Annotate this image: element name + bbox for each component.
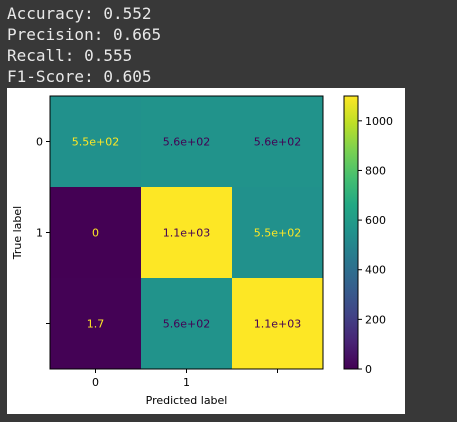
heatmap-cell-1-2 — [232, 187, 323, 278]
cell-value-label-0-0: 5.5e+02 — [72, 136, 119, 149]
colorbar-tick-label: 1000 — [365, 115, 393, 128]
accuracy-text: Accuracy: 0.552 — [7, 4, 152, 23]
heatmap-cell-0-2 — [232, 96, 323, 187]
recall-text: Recall: 0.555 — [7, 46, 133, 65]
colorbar-tick-label: 400 — [365, 264, 386, 277]
cell-value-label-2-0: 1.7 — [87, 318, 105, 331]
heatmap-cell-2-1 — [141, 278, 232, 369]
heatmap-cell-1-1 — [141, 187, 232, 278]
cell-value-label-0-2: 5.6e+02 — [254, 136, 301, 149]
heatmap-cell-2-2 — [232, 278, 323, 369]
cell-value-label-2-1: 5.6e+02 — [163, 318, 210, 331]
heatmap-cell-0-1 — [141, 96, 232, 187]
precision-text: Precision: 0.665 — [7, 25, 162, 44]
confusion-matrix-plot: 5.5e+02 5.6e+02 5.6e+02 0 1.1e+03 5.5e+02 1.7 5… — [11, 95, 393, 407]
y-axis-label: True label — [11, 206, 24, 260]
f1-score-text: F1-Score: 0.605 — [7, 67, 152, 86]
y-tick-label: 0 — [36, 136, 43, 149]
x-axis-label: Predicted label — [146, 394, 228, 407]
cell-value-label-0-1: 5.6e+02 — [163, 136, 210, 149]
heatmap-cell-2-0 — [50, 278, 141, 369]
colorbar-tick-label: 800 — [365, 164, 386, 177]
colorbar-tick-label: 200 — [365, 313, 386, 326]
cell-value-label-1-0: 0 — [92, 227, 99, 240]
cell-value-label-1-1: 1.1e+03 — [163, 227, 210, 240]
confusion-matrix-figure: 5.5e+02 5.6e+02 5.6e+02 0 1.1e+03 5.5e+02 1.7 5… — [7, 88, 405, 414]
colorbar-tick-label: 0 — [365, 363, 372, 376]
cell-value-label-1-2: 5.5e+02 — [254, 227, 301, 240]
cell-value-label-2-2: 1.1e+03 — [254, 318, 301, 331]
x-tick-label: 1 — [183, 376, 190, 389]
colorbar — [343, 95, 359, 370]
heatmap-cell-1-0 — [50, 187, 141, 278]
y-tick-label: 1 — [36, 227, 43, 240]
colorbar-tick-label: 600 — [365, 214, 386, 227]
heatmap-cell-0-0 — [50, 96, 141, 187]
x-tick-label: 0 — [92, 376, 99, 389]
